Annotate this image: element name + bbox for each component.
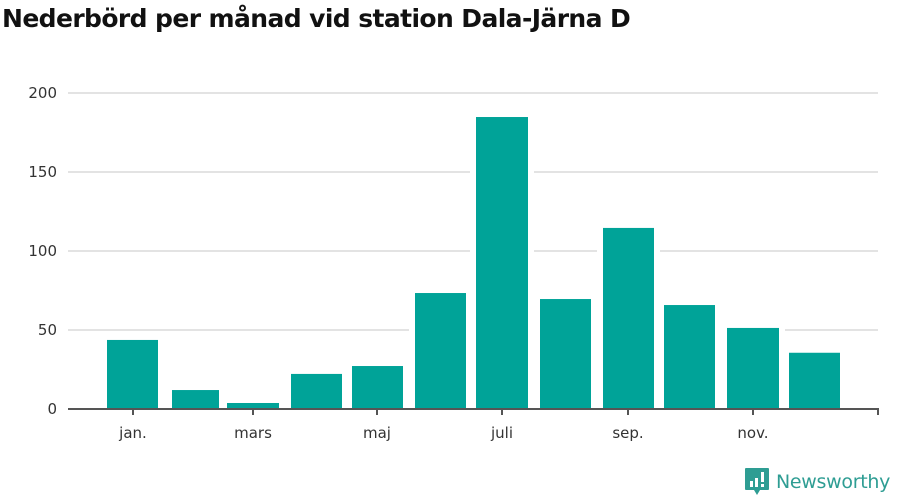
x-tick-label: nov. xyxy=(737,424,768,442)
x-tick-label: mars xyxy=(234,424,272,442)
y-tick-label: 150 xyxy=(28,163,57,181)
chart-title: Nederbörd per månad vid station Dala-Jär… xyxy=(2,4,631,33)
bar-nov: nov.: 51.3 xyxy=(727,327,779,409)
y-tick-label: 100 xyxy=(28,242,57,260)
bar-dec: dec.: 35.6 xyxy=(789,352,840,409)
bar-juli: juli: 184.8 xyxy=(476,117,528,410)
newsworthy-logo-icon xyxy=(745,468,769,495)
x-tick-label: maj xyxy=(363,424,391,442)
y-tick-label: 200 xyxy=(28,84,57,102)
bar-sep: sep.: 114.6 xyxy=(603,227,654,409)
bar-aug: aug.: 69.6 xyxy=(540,299,591,409)
bar-maj: maj: 27.2 xyxy=(352,366,403,409)
bar-juni: juni: 73.4 xyxy=(415,293,466,409)
x-axis: jan. mars maj juli sep. nov. xyxy=(68,408,879,442)
x-tick-label: juli xyxy=(490,424,513,442)
y-tick-label: 50 xyxy=(38,321,57,339)
y-axis-labels: 0 50 100 150 200 xyxy=(28,84,57,418)
brand-name: Newsworthy xyxy=(776,471,891,493)
bar-mars: mars: 3.8 xyxy=(227,402,279,409)
bar-okt: okt.: 65.8 xyxy=(664,305,715,409)
bar-jan: jan.: 43.7 xyxy=(107,339,158,409)
x-tick-label: jan. xyxy=(118,424,147,442)
bar-apr: apr.: 22.2 xyxy=(291,373,342,409)
brand-logo: Newsworthy xyxy=(744,467,890,497)
bars: jan.: 43.7 feb.: 12 mars: 3.8 apr.: 22.2 maj… xyxy=(101,117,846,410)
x-tick-label: sep. xyxy=(612,424,643,442)
y-tick-label: 0 xyxy=(47,400,57,418)
bar-feb: feb.: 12 xyxy=(172,390,219,409)
